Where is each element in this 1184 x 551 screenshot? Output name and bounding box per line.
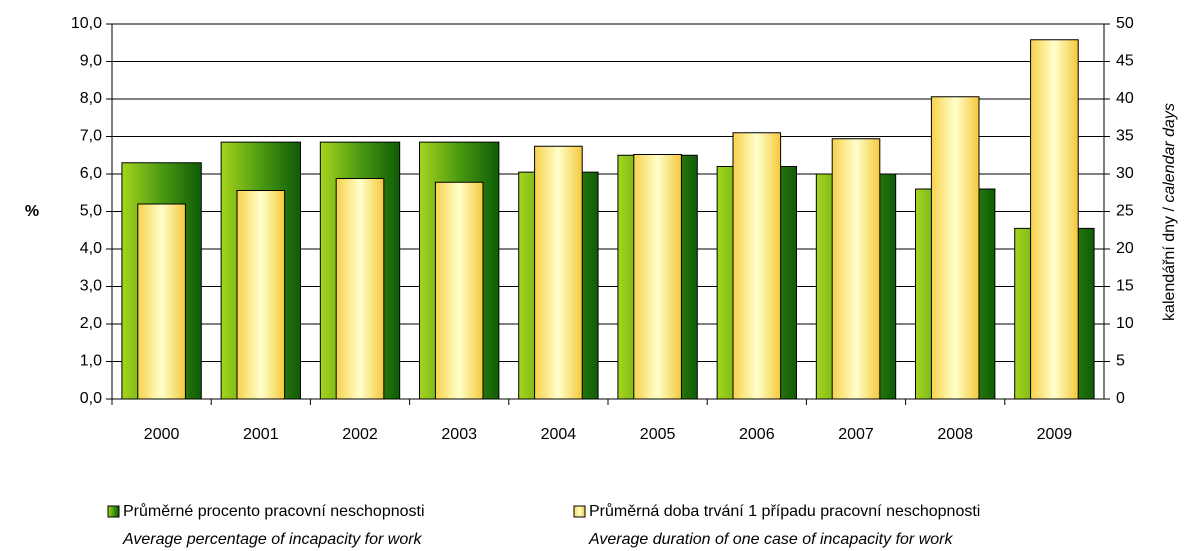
- y-tick-label: 1,0: [80, 353, 102, 370]
- x-tick-label: 2009: [1037, 426, 1073, 443]
- bar: [930, 96, 980, 400]
- x-tick-label: 2008: [937, 426, 973, 443]
- y2-tick-label: 45: [1116, 53, 1134, 70]
- y2-tick-label: 50: [1116, 15, 1134, 32]
- x-tick-label: 2007: [838, 426, 874, 443]
- x-tick-label: 2003: [441, 426, 477, 443]
- bar: [137, 203, 186, 400]
- legend-swatch: [573, 505, 586, 518]
- x-tick-label: 2001: [243, 426, 279, 443]
- bar: [236, 190, 286, 400]
- y-tick-label: 8,0: [80, 90, 102, 107]
- y2-tick-label: 25: [1116, 203, 1134, 220]
- bar: [335, 178, 385, 400]
- y-axis-title: %: [25, 203, 39, 220]
- legend-label-en: Average duration of one case of incapaci…: [588, 531, 953, 548]
- x-tick-label: 2000: [144, 426, 180, 443]
- bar: [732, 132, 782, 400]
- y-tick-label: 3,0: [80, 278, 102, 295]
- y2-axis-title-en: calendar days: [1161, 103, 1178, 203]
- y2-tick-label: 15: [1116, 278, 1134, 295]
- y-tick-label: 7,0: [80, 128, 102, 145]
- y-tick-label: 5,0: [80, 203, 102, 220]
- y-tick-label: 0,0: [80, 390, 102, 407]
- y-tick-label: 9,0: [80, 53, 102, 70]
- y2-tick-label: 10: [1116, 315, 1134, 332]
- bar: [534, 145, 583, 400]
- legend-label-en: Average percentage of incapacity for wor…: [122, 531, 423, 548]
- legend-label: Průměrné procento pracovní neschopnosti: [123, 502, 425, 520]
- y2-tick-label: 20: [1116, 240, 1134, 257]
- y2-tick-label: 30: [1116, 165, 1134, 182]
- x-tick-label: 2002: [342, 426, 378, 443]
- x-tick-label: 2005: [640, 426, 676, 443]
- y-tick-label: 10,0: [71, 15, 102, 32]
- legend-swatch: [107, 505, 120, 518]
- y2-tick-label: 40: [1116, 90, 1134, 107]
- bar: [633, 154, 682, 400]
- x-tick-label: 2006: [739, 426, 775, 443]
- y2-axis-title-cz: kalendářní dny /: [1161, 203, 1178, 321]
- legend-label: Průměrná doba trvání 1 případu pracovní …: [589, 502, 980, 520]
- bar: [1030, 39, 1079, 400]
- bar: [434, 181, 484, 400]
- y-tick-label: 2,0: [80, 315, 102, 332]
- x-tick-label: 2004: [541, 426, 577, 443]
- y2-tick-label: 35: [1116, 128, 1134, 145]
- bar: [831, 138, 881, 400]
- y2-tick-label: 5: [1116, 353, 1125, 370]
- y-tick-label: 6,0: [80, 165, 102, 182]
- y-tick-label: 4,0: [80, 240, 102, 257]
- y2-tick-label: 0: [1116, 390, 1125, 407]
- y2-axis-title: kalendářní dny / calendar days: [1161, 103, 1178, 321]
